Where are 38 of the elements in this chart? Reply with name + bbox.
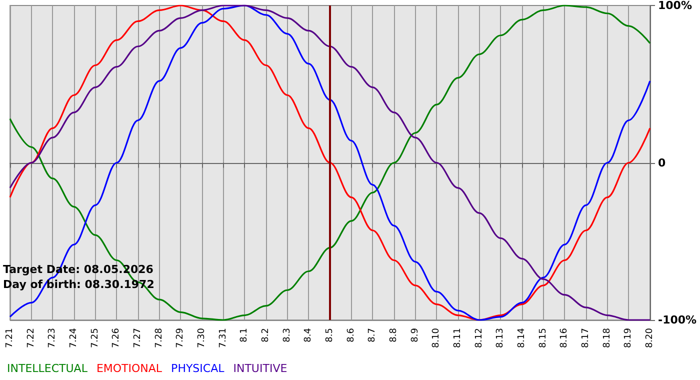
x-tick-label: 8.2: [261, 328, 271, 342]
x-tick-label: 8.4: [304, 328, 314, 342]
x-tick-label: 8.12: [474, 328, 484, 348]
x-tick-label: 7.29: [176, 328, 186, 348]
x-tick-label: 8.1: [240, 328, 250, 342]
text: EMOTIONAL: [96, 362, 163, 375]
x-tick-label: 8.18: [602, 328, 612, 348]
x-tick-label: 7.23: [48, 328, 58, 348]
x-tick-label: 8.10: [432, 328, 442, 348]
x-tick-label: 8.15: [538, 328, 548, 348]
x-tick-label: 7.22: [26, 328, 36, 348]
y-tick-label: 100%: [658, 0, 692, 12]
x-tick-label: 7.27: [133, 328, 143, 348]
x-tick-label: 7.21: [5, 328, 15, 348]
x-tick-label: 8.19: [624, 328, 634, 348]
x-tick-label: 8.20: [645, 328, 655, 348]
x-tick-label: 8.13: [496, 328, 506, 348]
x-tick-label: 7.31: [218, 328, 228, 348]
x-tick-label: 8.6: [346, 328, 356, 342]
x-tick-label: 8.3: [282, 328, 292, 342]
x-tick-label: 8.11: [453, 328, 463, 348]
x-tick-label: 8.7: [368, 328, 378, 342]
x-tick-label: 7.30: [197, 328, 207, 348]
text: INTUITIVE: [233, 362, 288, 375]
x-tick-label: 7.26: [112, 328, 122, 348]
text: PHYSICAL: [171, 362, 226, 375]
y-tick-label: -100%: [658, 314, 697, 326]
x-tick-label: 8.5: [325, 328, 335, 342]
x-tick-label: 8.16: [560, 328, 570, 348]
x-tick-label: 7.28: [154, 328, 164, 348]
x-tick-label: 8.8: [389, 328, 399, 342]
text: INTELLECTUAL: [7, 362, 88, 375]
x-tick-label: 8.9: [410, 328, 420, 342]
x-tick-label: 7.24: [69, 328, 79, 348]
y-tick-label: 0: [658, 156, 666, 170]
x-tick-label: 7.25: [90, 328, 100, 348]
x-tick-label: 8.17: [581, 328, 591, 348]
x-tick-label: 8.14: [517, 328, 527, 348]
